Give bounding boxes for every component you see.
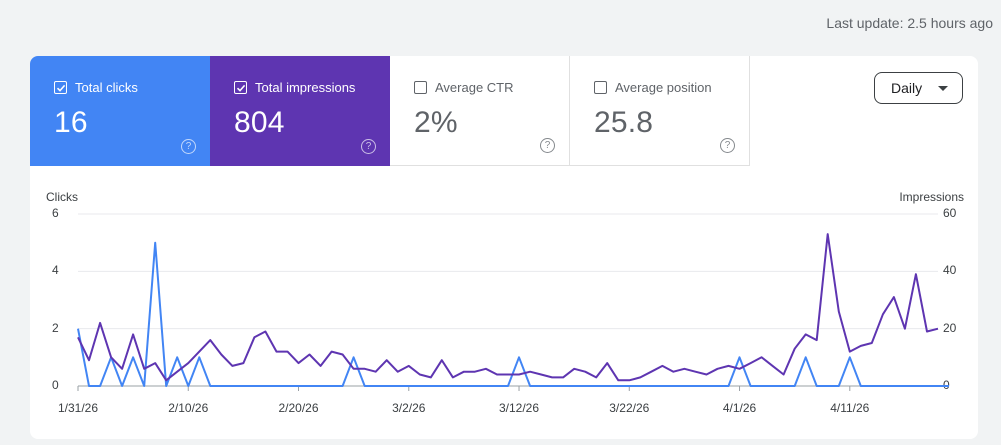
y-tick-right: 20 — [943, 320, 957, 335]
performance-chart — [77, 213, 949, 391]
performance-card: Total clicks 16 ? Total impressions 804 … — [30, 56, 978, 439]
help-icon[interactable]: ? — [181, 139, 196, 154]
checkbox-checked-icon[interactable] — [234, 81, 247, 94]
caret-down-icon — [938, 86, 948, 91]
metric-value: 25.8 — [594, 106, 654, 139]
checkbox-unchecked-icon[interactable] — [594, 81, 607, 94]
y-tick-right: 40 — [943, 263, 957, 278]
y-tick-left: 0 — [52, 378, 59, 392]
metric-label: Average CTR — [435, 80, 514, 95]
x-tick-label: 2/20/26 — [278, 401, 319, 415]
y-tick-left: 4 — [52, 263, 59, 278]
metric-label: Total impressions — [255, 80, 356, 95]
metric-label: Average position — [615, 80, 712, 95]
period-dropdown[interactable]: Daily — [874, 72, 963, 104]
help-icon[interactable]: ? — [720, 138, 735, 153]
series-line-impressions — [77, 233, 939, 382]
metric-value: 2% — [414, 106, 458, 139]
metric-header: Total impressions — [234, 80, 355, 95]
help-icon[interactable]: ? — [540, 138, 555, 153]
x-tick-label: 1/31/26 — [57, 401, 99, 415]
last-update-text: Last update: 2.5 hours ago — [826, 15, 993, 31]
y-tick-left: 6 — [52, 206, 59, 220]
left-axis-title: Clicks — [46, 190, 78, 204]
x-tick-label: 3/12/26 — [498, 401, 540, 415]
metric-value: 16 — [54, 106, 88, 139]
x-tick-label: 3/22/26 — [609, 401, 650, 415]
metric-header: Average CTR — [414, 80, 514, 95]
y-tick-right: 60 — [943, 206, 957, 220]
metric-total-clicks[interactable]: Total clicks 16 ? — [30, 56, 210, 166]
checkbox-unchecked-icon[interactable] — [414, 81, 427, 94]
x-tick-label: 4/11/26 — [830, 401, 870, 415]
metric-label: Total clicks — [75, 80, 138, 95]
metric-header: Total clicks — [54, 80, 138, 95]
checkbox-checked-icon[interactable] — [54, 81, 67, 94]
period-selected-value: Daily — [891, 80, 923, 96]
series-line-clicks — [77, 241, 949, 387]
metric-value: 804 — [234, 106, 285, 139]
x-tick-label: 2/10/26 — [168, 401, 209, 415]
x-tick-label: 4/1/26 — [722, 401, 757, 415]
metric-total-impressions[interactable]: Total impressions 804 ? — [210, 56, 390, 166]
chart-series — [77, 233, 949, 387]
y-tick-left: 2 — [52, 320, 59, 335]
x-tick-label: 3/2/26 — [392, 401, 426, 415]
help-icon[interactable]: ? — [361, 139, 376, 154]
right-axis-title: Impressions — [899, 190, 964, 204]
metric-average-ctr[interactable]: Average CTR 2% ? — [390, 56, 570, 166]
metric-header: Average position — [594, 80, 712, 95]
metric-average-position[interactable]: Average position 25.8 ? — [570, 56, 750, 166]
